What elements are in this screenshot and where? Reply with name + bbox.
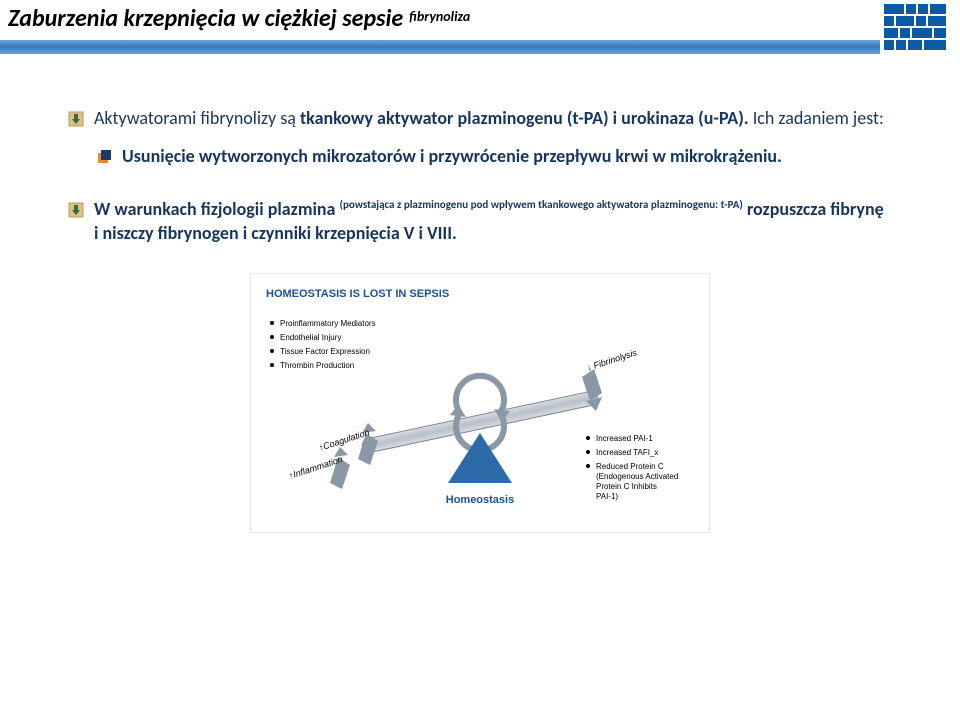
homeostasis-diagram: HOMEOSTASIS IS LOST IN SEPSIS Proinflamma…: [250, 273, 710, 533]
bullet-pre: Aktywatorami fibrynolizy są: [94, 107, 300, 129]
svg-text:Proinflammatory Mediators: Proinflammatory Mediators: [280, 319, 376, 328]
svg-text:Reduced Protein C: Reduced Protein C: [596, 462, 664, 471]
content-area: Aktywatorami fibrynolizy są tkankowy akt…: [0, 54, 960, 533]
square-bullet-icon: [96, 148, 112, 164]
svg-text:HOMEOSTASIS IS LOST IN SEPSIS: HOMEOSTASIS IS LOST IN SEPSIS: [266, 288, 449, 300]
spacer: [68, 183, 892, 197]
sub-bullet-item: Usunięcie wytworzonych mikrozatorów i pr…: [96, 144, 892, 168]
title-superscript: fibrynoliza: [409, 8, 470, 33]
svg-text:Tissue Factor Expression: Tissue Factor Expression: [280, 347, 370, 356]
down-arrow-bullet-icon: [68, 110, 84, 126]
sub-bullet-text: Usunięcie wytworzonych mikrozatorów i pr…: [122, 144, 892, 168]
slide-header: Zaburzenia krzepnięcia w ciężkiej sepsie…: [0, 0, 960, 54]
header-underline-bar: [0, 40, 880, 54]
title-block: Zaburzenia krzepnięcia w ciężkiej sepsie…: [0, 0, 960, 33]
svg-text:(Endogenous Activated: (Endogenous Activated: [596, 472, 678, 481]
bullet2-pre: W warunkach fizjologii plazmina: [94, 198, 340, 220]
institution-logo-icon: [884, 4, 946, 56]
bullet-text: Aktywatorami fibrynolizy są tkankowy akt…: [94, 106, 892, 130]
svg-text:Thrombin Production: Thrombin Production: [280, 361, 354, 370]
bullet-item: Aktywatorami fibrynolizy są tkankowy akt…: [68, 106, 892, 130]
bullet2-sup: (powstająca z plazminogenu pod wpływem t…: [340, 198, 743, 211]
bullet-item: W warunkach fizjologii plazmina (powstaj…: [68, 197, 892, 246]
bullet-post: Ich zadaniem jest:: [749, 107, 884, 129]
bullet-text: W warunkach fizjologii plazmina (powstaj…: [94, 197, 892, 246]
svg-text:Increased TAFI_x: Increased TAFI_x: [596, 448, 658, 457]
svg-text:Increased PAI-1: Increased PAI-1: [596, 434, 653, 443]
bullet-bold: tkankowy aktywator plazminogenu (t-PA) i…: [300, 107, 749, 129]
diagram-container: HOMEOSTASIS IS LOST IN SEPSIS Proinflamma…: [68, 273, 892, 533]
svg-text:Protein C Inhibits: Protein C Inhibits: [596, 482, 657, 491]
svg-text:Homeostasis: Homeostasis: [446, 494, 514, 506]
title-main: Zaburzenia krzepnięcia w ciężkiej sepsie: [8, 4, 403, 33]
svg-text:Endothelial Injury: Endothelial Injury: [280, 333, 341, 342]
svg-text:PAI-1): PAI-1): [596, 492, 618, 501]
down-arrow-bullet-icon: [68, 201, 84, 217]
